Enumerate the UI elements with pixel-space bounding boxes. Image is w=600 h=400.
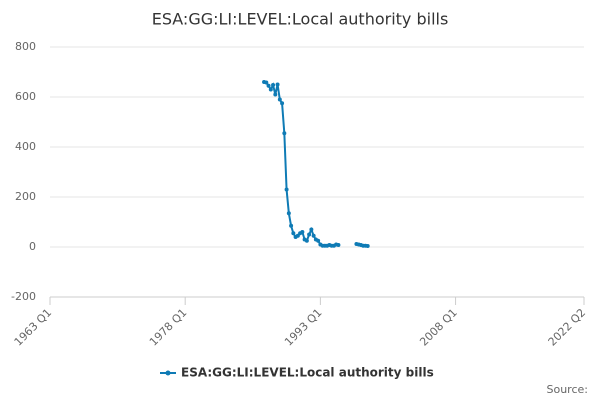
point <box>311 233 316 238</box>
x-tick-label: 2022 Q2 <box>546 306 589 349</box>
point <box>289 223 294 228</box>
y-tick-label: 0 <box>29 240 36 253</box>
y-tick-label: 800 <box>15 40 36 53</box>
point <box>309 227 314 232</box>
point <box>300 230 305 234</box>
x-tick-label: 1963 Q1 <box>12 306 55 349</box>
point <box>268 87 273 92</box>
y-tick-label: 400 <box>15 140 36 153</box>
point <box>284 187 289 192</box>
chart-title: ESA:GG:LI:LEVEL:Local authority bills <box>152 10 449 29</box>
point <box>277 97 282 102</box>
point <box>271 83 276 87</box>
y-tick-label: 600 <box>15 90 36 103</box>
point <box>264 80 269 85</box>
x-tick-label: 1978 Q1 <box>147 306 190 349</box>
point <box>365 244 370 248</box>
point <box>280 101 285 106</box>
point <box>282 131 287 136</box>
point <box>275 82 280 87</box>
series-line <box>263 81 368 247</box>
point <box>336 243 341 247</box>
point <box>307 232 312 237</box>
x-tick-label: 2008 Q1 <box>417 306 460 349</box>
y-tick-label: -200 <box>11 290 36 303</box>
point <box>316 238 321 243</box>
point <box>304 238 309 243</box>
source: Source: <box>547 383 589 396</box>
y-tick-label: 200 <box>15 190 36 203</box>
point <box>266 83 271 88</box>
legend-label: ESA:GG:LI:LEVEL:Local authority bills <box>181 366 434 380</box>
point <box>273 92 278 97</box>
point <box>291 231 296 236</box>
legend-marker <box>165 370 171 376</box>
point <box>286 211 291 216</box>
x-tick-label: 1993 Q1 <box>282 306 325 349</box>
